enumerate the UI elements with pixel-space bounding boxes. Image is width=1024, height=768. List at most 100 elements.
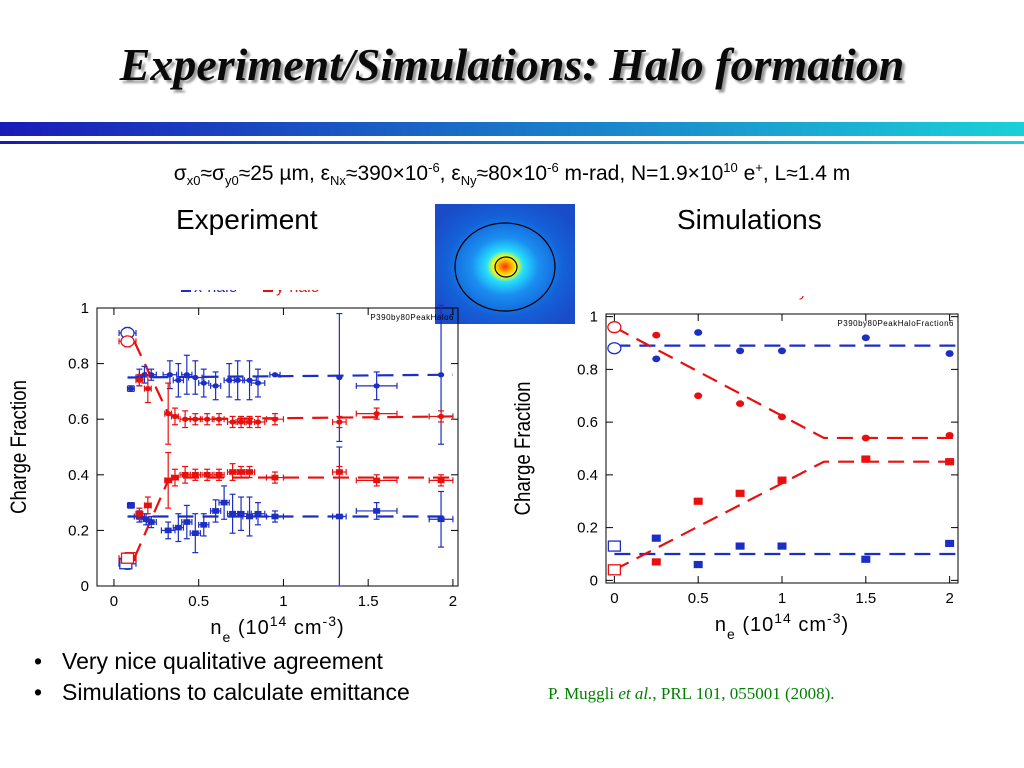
data-point [212, 383, 219, 389]
data-point [127, 385, 135, 392]
data-point [777, 413, 787, 421]
simulations-chart: 0 0.5 1 1.5 2 0 0.2 0.4 0.6 0.8 1 P390by80PeakHaloF… [512, 296, 959, 642]
legend: x-corey-corex-haloy-halo [181, 290, 320, 296]
data-point [237, 419, 245, 425]
data-point [271, 416, 279, 422]
data-point [192, 416, 199, 422]
slide-title: Experiment/Simulations: Halo formation [119, 39, 905, 90]
data-point [373, 477, 381, 484]
experiment-heading: Experiment [176, 204, 318, 235]
data-point [693, 497, 703, 505]
data-point [437, 413, 445, 420]
data-point [254, 419, 262, 425]
data-point [271, 474, 279, 481]
data-point [144, 502, 152, 509]
citation-author: P. Muggli [548, 684, 619, 703]
x-axis-label-part: n [715, 614, 727, 636]
x-axis-label-part: -3 [323, 613, 337, 629]
bullet-item: Simulations to calculate emittance [30, 679, 410, 706]
hollow-marker [607, 540, 622, 552]
data-point [175, 377, 182, 383]
beam-spot-image [435, 204, 575, 324]
data-point [183, 519, 191, 525]
data-point [335, 513, 343, 520]
data-point [181, 416, 189, 422]
data-point [237, 469, 245, 475]
data-point [164, 527, 172, 534]
series-y-halo [118, 451, 454, 565]
hollow-marker [607, 564, 622, 576]
data-point [652, 355, 661, 363]
data-point [229, 419, 236, 425]
legend-label: x-halo [717, 296, 761, 300]
citation-etal: et al. [618, 684, 653, 703]
x-axis-label-part: 14 [774, 610, 792, 626]
data-point [271, 372, 279, 378]
series-y-core [652, 331, 954, 442]
data-point [945, 350, 954, 357]
data-point [215, 472, 223, 478]
data-point [437, 372, 445, 378]
data-point [204, 416, 211, 422]
fit-line [613, 460, 958, 571]
data-point [171, 474, 179, 481]
y-tick-label: 1 [590, 309, 598, 326]
series-y-halo [651, 455, 955, 566]
data-point [234, 377, 241, 383]
data-point [735, 542, 745, 550]
hollow-marker [607, 342, 622, 355]
data-point [254, 510, 262, 517]
data-point [861, 434, 870, 442]
data-point [254, 380, 262, 386]
data-point [246, 513, 254, 520]
title-rule-thin [0, 141, 1024, 144]
y-tick-label: 0.2 [68, 522, 89, 539]
data-point [437, 516, 445, 523]
data-point [336, 419, 343, 425]
x-tick-label: 2 [449, 593, 457, 610]
data-point [777, 347, 787, 355]
legend-marker [181, 290, 191, 292]
legend-label: x-halo [194, 290, 238, 296]
y-axis-label: Charge Fraction [512, 381, 536, 515]
data-point [192, 374, 199, 381]
data-point [945, 458, 955, 466]
x-axis-label-part: e [727, 626, 736, 642]
data-point [229, 510, 237, 517]
data-point [135, 510, 143, 517]
x-tick-label: 0.5 [688, 590, 709, 607]
data-point [335, 469, 343, 475]
inner-plot-label: P390by80PeakHalo6 [370, 313, 454, 322]
x-tick-label: 1.5 [855, 590, 876, 607]
data-point [220, 499, 228, 506]
experiment-chart: 0 0.5 1 1.5 2 0 0.2 0.4 0.6 0.8 1 P390by80PeakHalo6… [8, 290, 459, 645]
hollow-marker [607, 321, 622, 334]
x-tick-label: 1.5 [358, 593, 379, 610]
x-axis-label-part: e [222, 629, 231, 645]
data-point [694, 329, 703, 336]
data-point [861, 455, 871, 463]
fit-line [613, 326, 958, 440]
data-point [651, 534, 661, 542]
data-point [164, 477, 172, 484]
x-axis-label-part: -3 [827, 610, 841, 626]
y-tick-label: 0.6 [577, 414, 598, 431]
data-point [945, 539, 955, 548]
y-tick-label: 0.6 [68, 411, 89, 428]
x-axis-label-part: ) [337, 617, 345, 639]
data-point [736, 400, 745, 408]
citation: P. Muggli et al., PRL 101, 055001 (2008)… [548, 684, 835, 704]
data-point [246, 469, 254, 475]
data-point [777, 542, 787, 550]
data-point [174, 524, 182, 531]
data-point [651, 558, 661, 566]
data-point [777, 476, 787, 484]
data-point [945, 431, 954, 439]
data-point [271, 513, 279, 520]
x-axis-label-part: ) [841, 614, 849, 636]
y-tick-label: 0.8 [68, 356, 89, 373]
bullet-item: Very nice qualitative agreement [30, 648, 410, 675]
citation-reference: , PRL 101, 055001 (2008). [652, 684, 835, 703]
data-point [166, 372, 174, 378]
data-point [237, 510, 245, 517]
